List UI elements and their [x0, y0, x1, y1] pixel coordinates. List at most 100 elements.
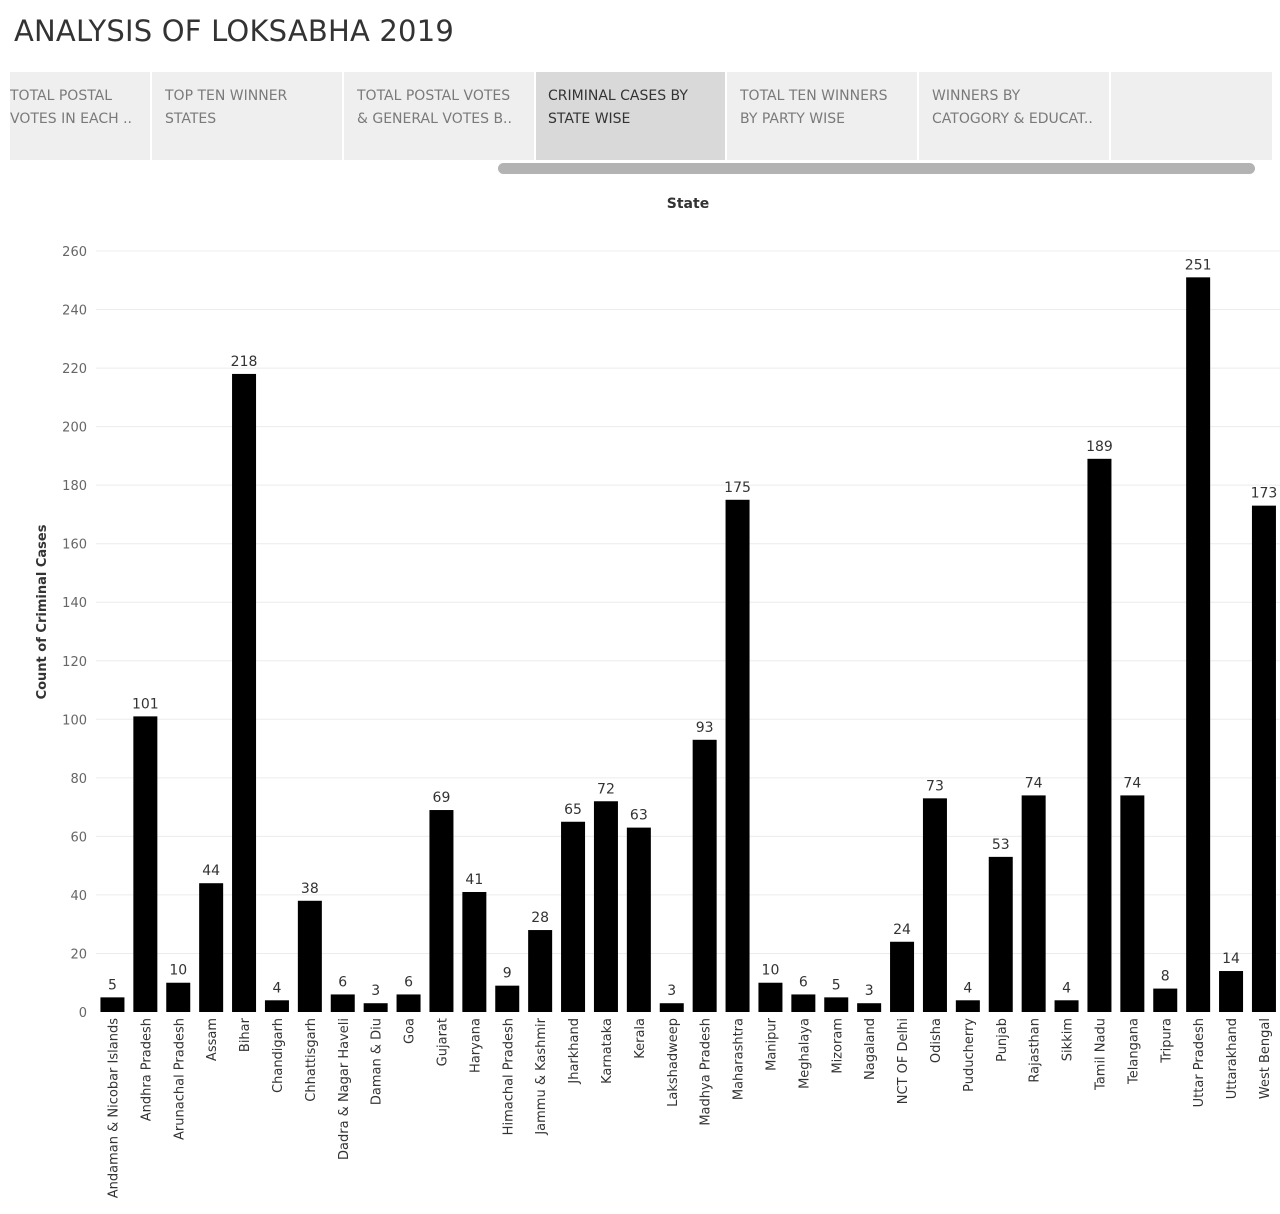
bar — [922, 798, 947, 1012]
x-category-label: Gujarat — [435, 1018, 450, 1066]
y-tick-label: 160 — [62, 538, 87, 553]
tab-top-ten-winner-states[interactable]: TOP TEN WINNER STATES — [152, 72, 342, 160]
bar-value-label: 24 — [893, 922, 911, 938]
x-category-label: Jammu & Kashmir — [534, 1017, 549, 1135]
x-category-label: Dadra & Nagar Haveli — [337, 1018, 352, 1160]
bar-value-label: 251 — [1185, 257, 1212, 273]
y-tick-label: 120 — [62, 655, 87, 670]
bar-value-label: 5 — [832, 977, 841, 993]
bar-value-label: 4 — [1062, 980, 1071, 996]
tab-label-line-2: STATES — [165, 111, 217, 127]
bar — [857, 1003, 882, 1012]
x-category-label: Assam — [205, 1018, 220, 1061]
bar — [133, 716, 158, 1012]
bar — [1251, 505, 1276, 1012]
y-tick-label: 260 — [62, 245, 87, 260]
bar-value-label: 69 — [433, 790, 451, 806]
bar-value-label: 3 — [371, 983, 380, 999]
bar-value-label: 6 — [338, 974, 347, 990]
x-category-label: Uttarakhand — [1225, 1018, 1240, 1099]
tab-scrollbar[interactable] — [498, 163, 1255, 174]
tab-total-postal-votes[interactable]: TOTAL POSTAL VOTES IN EACH .. — [10, 72, 150, 160]
bar-value-label: 74 — [1025, 775, 1043, 791]
bar-value-label: 93 — [696, 720, 714, 736]
bar-value-label: 74 — [1123, 775, 1141, 791]
bar-value-label: 14 — [1222, 951, 1240, 967]
x-category-label: Sikkim — [1061, 1018, 1076, 1061]
bar — [396, 994, 421, 1012]
bar-value-label: 38 — [301, 881, 319, 897]
x-category-label: Chandigarh — [271, 1018, 286, 1093]
bar — [1186, 277, 1211, 1013]
x-category-label: Daman & Diu — [370, 1018, 385, 1105]
y-tick-label: 200 — [62, 421, 87, 436]
dashboard-tab-bar: TOTAL POSTAL VOTES IN EACH .. TOP TEN WI… — [10, 72, 1272, 160]
tab-label-line-2: VOTES IN EACH .. — [10, 111, 132, 127]
tab-label-line-1: WINNERS BY — [932, 88, 1021, 104]
tab-label-line-2: CATOGORY & EDUCAT.. — [932, 111, 1093, 127]
bar-value-label: 65 — [564, 802, 582, 818]
bar-value-label: 189 — [1086, 439, 1113, 455]
bar — [692, 739, 717, 1012]
tab-label-line-1: TOTAL TEN WINNERS — [740, 88, 888, 104]
bar — [100, 997, 125, 1012]
y-tick-label: 220 — [62, 362, 87, 377]
tab-label-line-2: & GENERAL VOTES B.. — [357, 111, 512, 127]
bar-value-label: 73 — [926, 778, 944, 794]
bar — [528, 930, 553, 1012]
x-category-label: Andhra Pradesh — [139, 1018, 154, 1121]
tab-label-line-2: STATE WISE — [548, 111, 631, 127]
x-category-label: Meghalaya — [797, 1018, 812, 1089]
y-tick-label: 240 — [62, 304, 87, 319]
bar — [1120, 795, 1145, 1012]
x-category-label: Lakshadweep — [666, 1018, 681, 1107]
bar — [330, 994, 355, 1012]
x-category-label: Chhattisgarh — [304, 1018, 319, 1102]
x-category-label: Goa — [403, 1018, 418, 1044]
bar-value-label: 9 — [503, 966, 512, 982]
tab-label-line-2: BY PARTY WISE — [740, 111, 845, 127]
bar — [988, 856, 1013, 1012]
bar — [1153, 988, 1178, 1012]
bar — [593, 801, 618, 1012]
bar — [264, 1000, 289, 1012]
tab-postal-and-general-votes[interactable]: TOTAL POSTAL VOTES & GENERAL VOTES B.. — [344, 72, 534, 160]
bar-value-label: 53 — [992, 837, 1010, 853]
bar — [199, 883, 224, 1012]
bar-value-label: 41 — [465, 872, 483, 888]
x-category-label: Kerala — [633, 1018, 648, 1059]
x-category-label: Andaman & Nicobar Islands — [106, 1018, 121, 1198]
bar-value-label: 3 — [865, 983, 874, 999]
criminal-cases-bar-chart: 0 20 40 60 80 100 120 140 160 180 200 220 240 260 5 10… — [35, 196, 1280, 1198]
tab-top-ten-winners-by-party[interactable]: TOTAL TEN WINNERS BY PARTY WISE — [727, 72, 917, 160]
x-category-label: Telangana — [1126, 1018, 1141, 1085]
x-category-label: Bihar — [238, 1017, 253, 1052]
tab-empty[interactable] — [1111, 72, 1272, 160]
tab-criminal-cases-by-state[interactable]: CRIMINAL CASES BY STATE WISE — [536, 72, 725, 160]
bar — [824, 997, 849, 1012]
page-title: ANALYSIS OF LOKSABHA 2019 — [14, 14, 455, 48]
tab-label-line-1: CRIMINAL CASES BY — [548, 88, 688, 104]
bar — [462, 891, 487, 1012]
bar — [725, 499, 750, 1012]
bar-value-label: 10 — [169, 963, 187, 979]
x-category-label: Haryana — [468, 1018, 483, 1073]
x-category-label: Manipur — [764, 1017, 779, 1071]
x-category-label: Odisha — [929, 1018, 944, 1063]
x-category-label: Punjab — [995, 1018, 1010, 1062]
bar-value-label: 44 — [202, 863, 220, 879]
bar — [1219, 971, 1244, 1012]
bar — [232, 373, 257, 1012]
x-category-label: NCT OF Delhi — [896, 1018, 911, 1104]
x-axis-category-labels: Andaman & Nicobar Islands Andhra Pradesh A… — [106, 1017, 1273, 1198]
tab-winners-by-category-education[interactable]: WINNERS BY CATOGORY & EDUCAT.. — [919, 72, 1109, 160]
x-category-label: Arunachal Pradesh — [172, 1018, 187, 1140]
bar-value-label: 8 — [1161, 969, 1170, 985]
bar — [659, 1003, 684, 1012]
bar — [363, 1003, 388, 1012]
bar — [429, 810, 454, 1012]
bar-value-label: 4 — [963, 980, 972, 996]
x-category-label: West Bengal — [1258, 1018, 1273, 1099]
tab-label-line-1: TOP TEN WINNER — [165, 88, 288, 104]
x-category-label: Mizoram — [830, 1018, 845, 1074]
